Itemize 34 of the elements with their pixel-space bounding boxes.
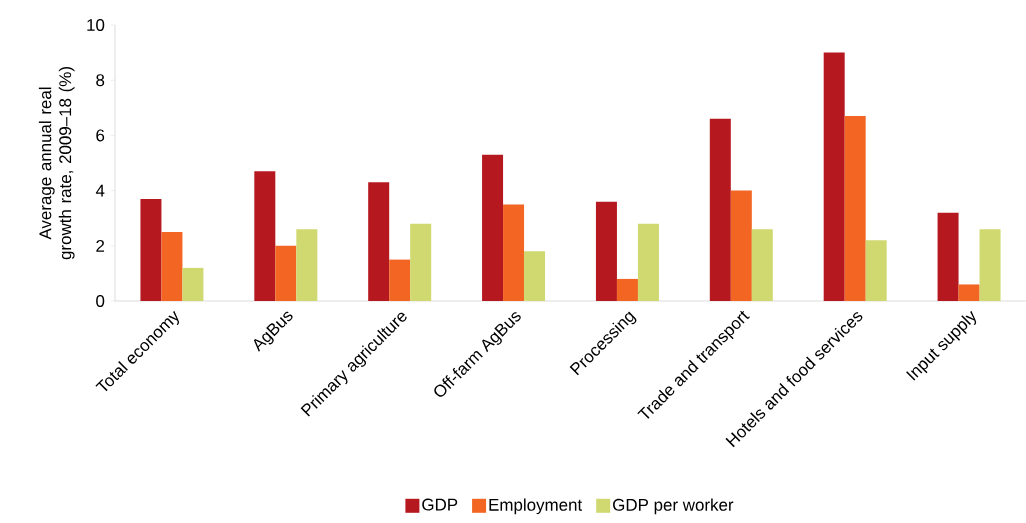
y-tick-label: 0 <box>96 295 105 307</box>
y-axis-title: Average annual real growth rate, 2009–18 (%) <box>38 67 75 260</box>
y-tick-label: 8 <box>96 74 105 87</box>
bar <box>275 245 297 301</box>
y-tick-label: 6 <box>96 129 105 142</box>
bar <box>751 229 773 301</box>
bar <box>410 223 432 301</box>
bar <box>524 251 546 301</box>
bar <box>140 198 162 301</box>
bar <box>616 278 638 301</box>
legend-label: GDP per worker <box>613 498 734 515</box>
legend-label: GDP <box>422 498 458 511</box>
y-tick-label: 10 <box>87 19 105 31</box>
bar <box>730 190 752 301</box>
bar <box>844 116 866 301</box>
y-tick-label: 4 <box>95 184 105 197</box>
bar <box>637 223 659 301</box>
bar <box>937 212 959 301</box>
bar <box>389 259 411 301</box>
bar <box>979 229 1001 301</box>
bar <box>182 267 204 301</box>
legend-label: Employment <box>489 498 583 515</box>
bar <box>368 182 390 301</box>
bar <box>503 204 525 301</box>
bar <box>254 171 276 301</box>
bar <box>161 232 183 301</box>
bar <box>865 240 887 301</box>
bar <box>823 52 845 301</box>
bar <box>595 201 617 301</box>
y-tick-label: 2 <box>96 239 105 252</box>
bar <box>482 154 504 301</box>
bar <box>709 118 731 301</box>
bar <box>958 284 980 301</box>
bar <box>296 229 318 301</box>
